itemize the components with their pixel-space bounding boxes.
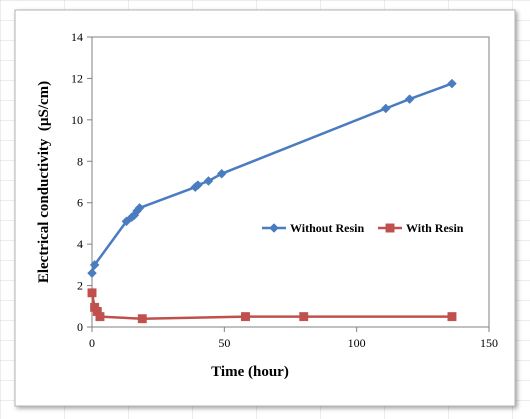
data-point-without-resin [203,176,214,186]
data-point-without-resin [193,180,203,190]
legend-marker-with-resin [385,223,395,233]
legend-marker-without-resin [269,223,279,233]
data-point-without-resin [87,268,97,278]
data-point-without-resin [447,78,457,89]
legend: Without Resin With Resin [262,221,464,235]
data-point-without-resin [216,168,227,179]
plot-area [91,36,490,328]
y-tick-label: 8 [77,154,83,168]
x-tick-label: 0 [89,336,95,350]
legend-label-with-resin: With Resin [406,221,464,235]
x-tick-label: 50 [218,336,230,350]
x-tick-label: 150 [480,336,498,350]
data-point-without-resin [121,216,132,227]
data-point-without-resin [134,203,145,213]
y-tick-label: 4 [77,237,83,251]
axes: 0 2 4 6 8 10 12 14 0 50 100 150 [71,30,498,350]
data-point-with-resin [299,312,309,322]
data-point-with-resin [241,312,250,322]
y-tick-label: 14 [71,30,83,44]
data-point-with-resin [137,314,147,324]
data-point-with-resin [447,312,457,322]
y-tick-label: 12 [71,71,83,85]
y-tick-label: 10 [71,113,83,127]
data-point-without-resin [380,103,391,114]
data-point-without-resin [89,260,100,270]
legend-label-without-resin: Without Resin [290,221,364,235]
y-tick-label: 6 [77,196,83,210]
data-point-with-resin [87,288,97,298]
y-tick-label: 2 [77,279,83,293]
x-tick-label: 100 [348,336,366,350]
y-tick-label: 0 [77,320,83,334]
data-point-without-resin [404,94,415,104]
x-axis-label: Time (hour) [211,364,289,380]
series-layer [87,78,457,324]
data-point-with-resin [95,312,105,322]
y-axis-label: Electrical conductivity (µS/cm) [36,81,52,283]
